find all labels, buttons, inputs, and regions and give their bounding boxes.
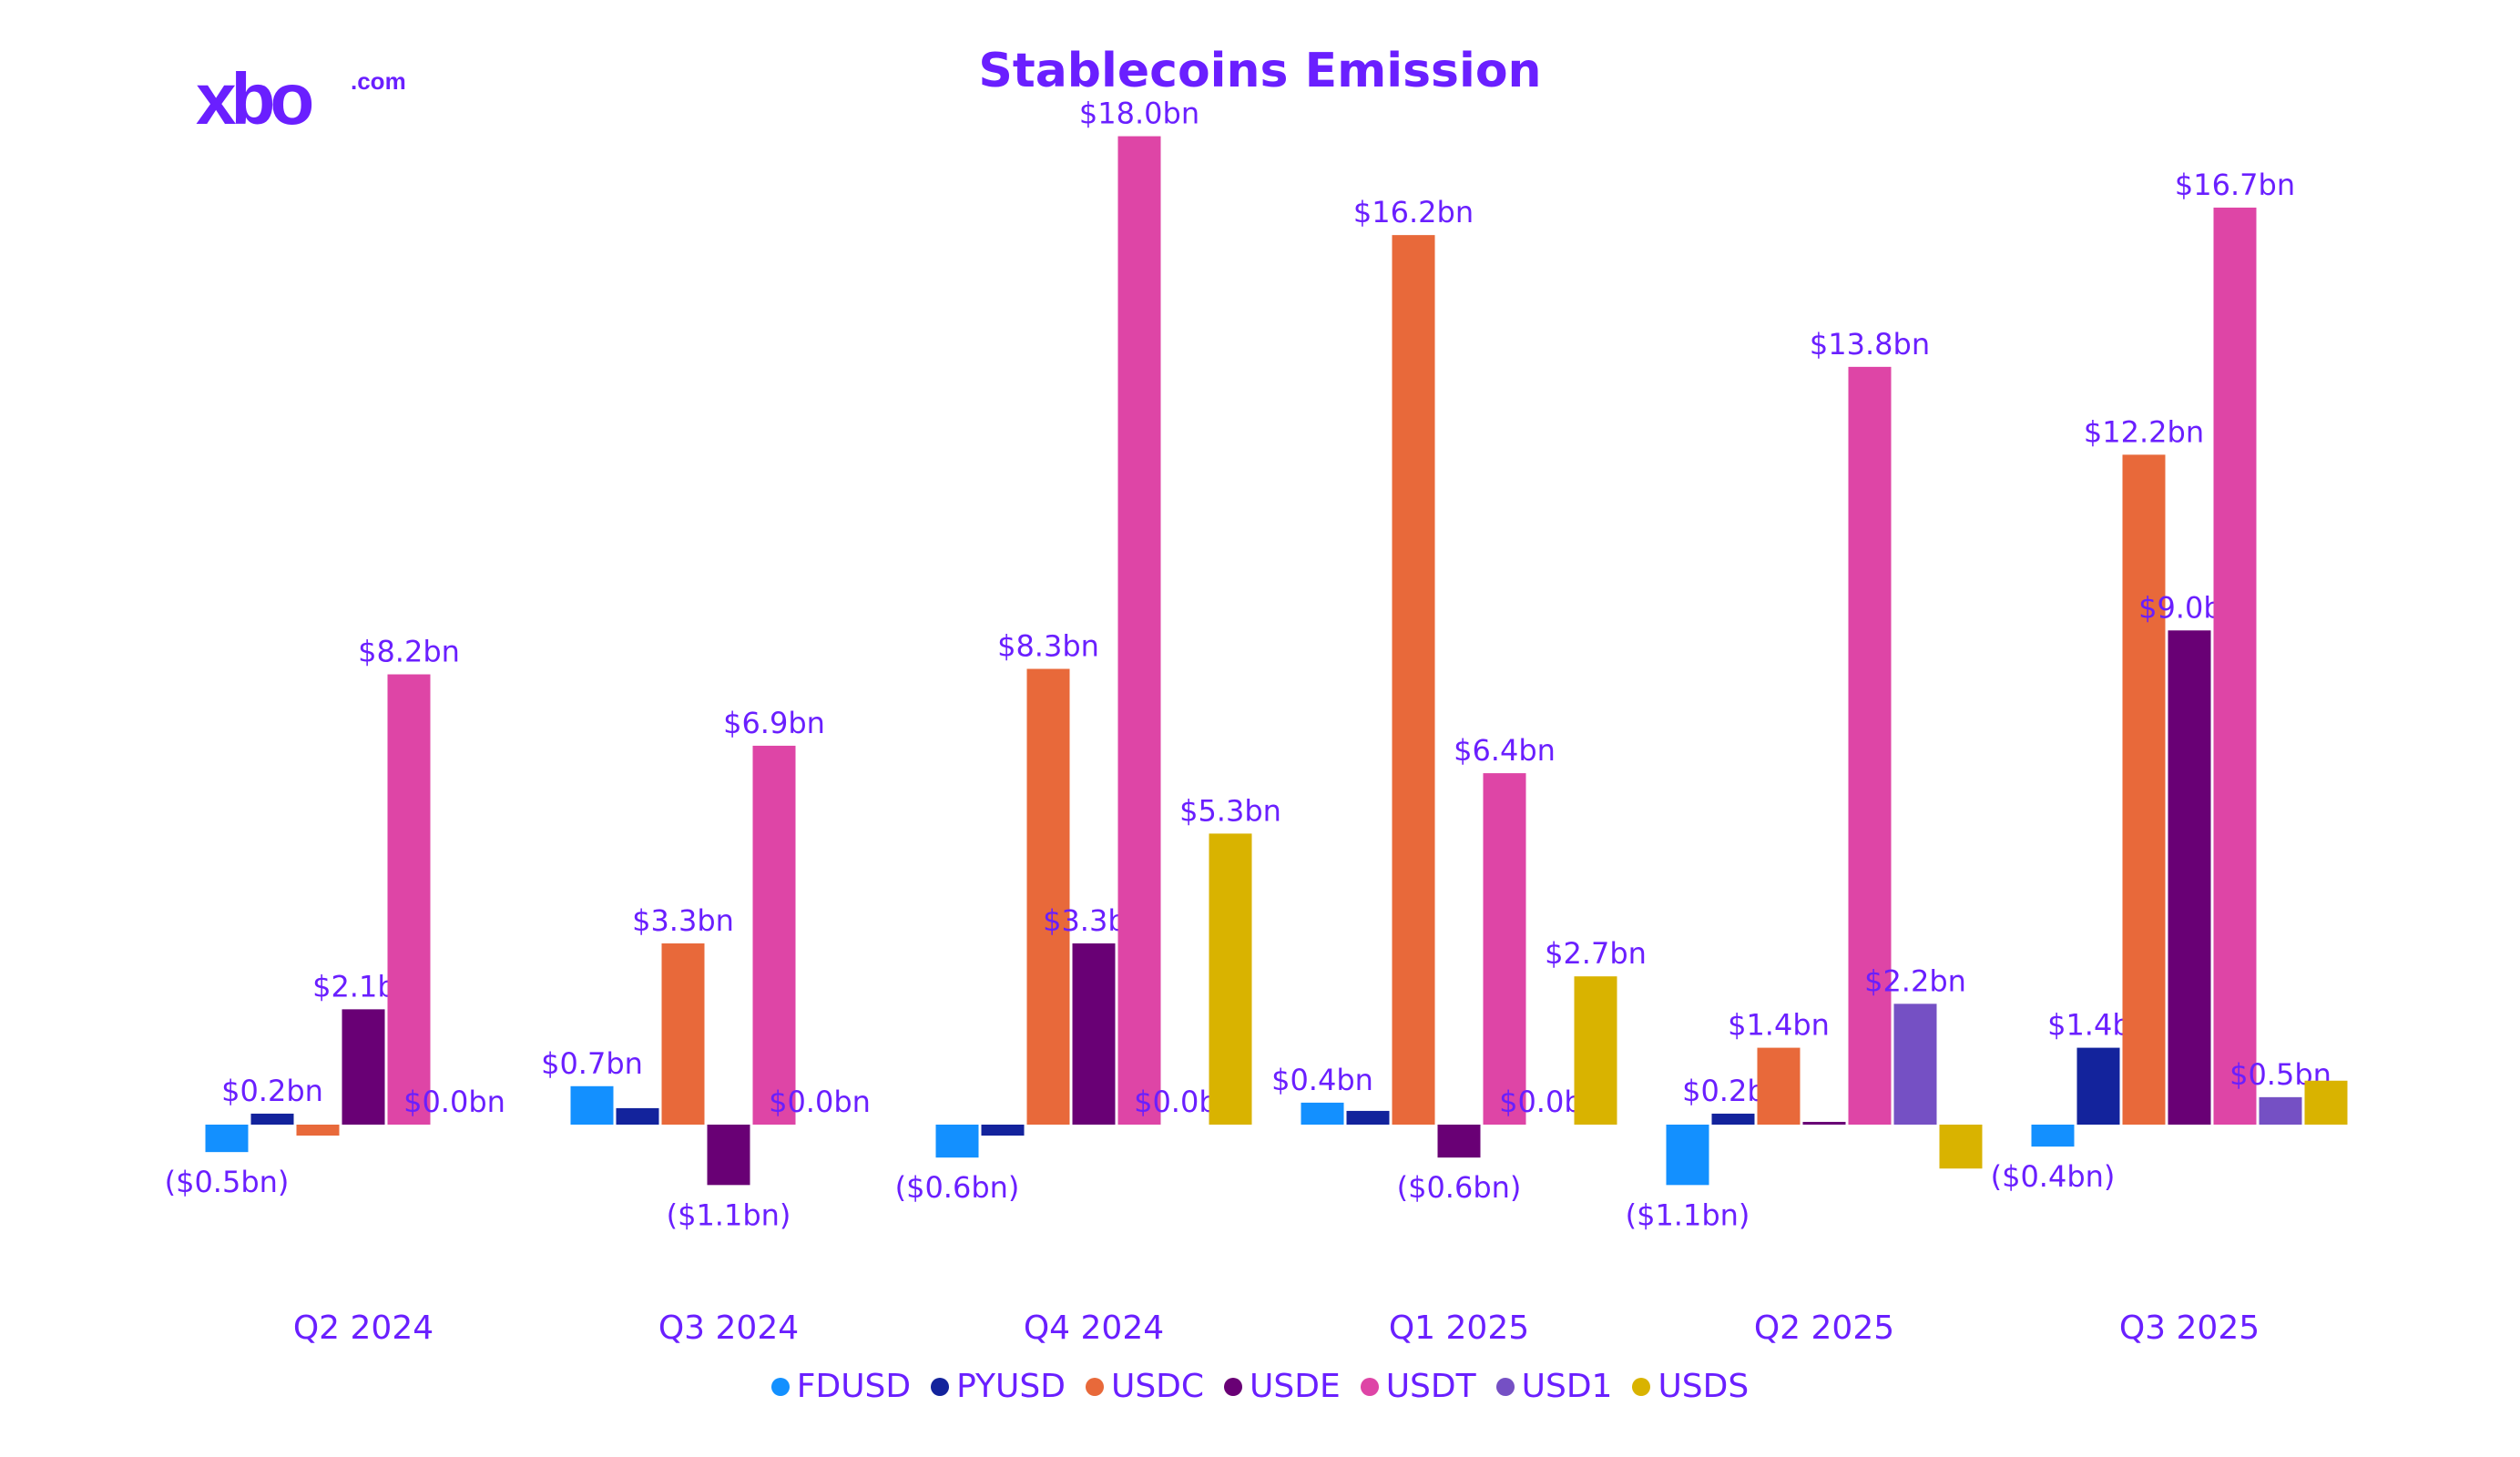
legend-item-usde: USDE bbox=[1224, 1368, 1341, 1405]
legend-item-usdt: USDT bbox=[1360, 1368, 1476, 1405]
svg-text:.com: .com bbox=[351, 67, 406, 95]
bar-usde-q3-2025 bbox=[2168, 630, 2211, 1125]
bar-pyusd-q2-2024 bbox=[250, 1113, 294, 1125]
legend-dot-icon bbox=[1085, 1377, 1104, 1396]
category-label: Q3 2025 bbox=[2119, 1309, 2260, 1347]
legend-item-usd1: USD1 bbox=[1495, 1368, 1613, 1405]
bar-fdusd-q3-2024 bbox=[570, 1085, 614, 1125]
legend-label: USDS bbox=[1658, 1368, 1750, 1405]
bar-pyusd-q3-2025 bbox=[2076, 1047, 2120, 1125]
legend-dot-icon bbox=[1495, 1377, 1515, 1396]
bar-usde-q2-2025 bbox=[1802, 1121, 1846, 1125]
data-label: $18.0bn bbox=[1079, 97, 1199, 131]
data-label: ($0.6bn) bbox=[1397, 1170, 1522, 1205]
bar-usdc-q1-2025 bbox=[1392, 235, 1435, 1125]
bar-usds-q2-2025 bbox=[1939, 1125, 1983, 1169]
bar-usd1-q2-2025 bbox=[1893, 1004, 1937, 1125]
data-label: $2.7bn bbox=[1545, 936, 1647, 971]
data-label: $2.2bn bbox=[1864, 963, 1966, 998]
bar-fdusd-q4-2024 bbox=[935, 1125, 979, 1158]
legend-label: USDE bbox=[1250, 1368, 1341, 1405]
legend-item-usdc: USDC bbox=[1085, 1368, 1205, 1405]
legend-label: USD1 bbox=[1521, 1368, 1613, 1405]
legend-dot-icon bbox=[931, 1377, 950, 1396]
data-label: $16.2bn bbox=[1353, 195, 1474, 229]
legend-dot-icon bbox=[1224, 1377, 1243, 1396]
legend-item-pyusd: PYUSD bbox=[931, 1368, 1066, 1405]
bar-usd1-q3-2025 bbox=[2259, 1096, 2302, 1125]
legend: FDUSD PYUSD USDC USDE USDT USD1 USDS bbox=[0, 1368, 2520, 1405]
legend-label: FDUSD bbox=[796, 1368, 912, 1405]
data-label: $3.3bn bbox=[632, 903, 734, 938]
bar-usdc-q2-2025 bbox=[1757, 1047, 1801, 1125]
bar-usdc-q4-2024 bbox=[1026, 668, 1070, 1125]
bar-usdc-q3-2025 bbox=[2122, 454, 2166, 1126]
chart-title: Stablecoins Emission bbox=[978, 44, 1542, 98]
data-label: $0.0bn bbox=[769, 1085, 871, 1119]
legend-dot-icon bbox=[1632, 1377, 1651, 1396]
bar-usdt-q2-2025 bbox=[1848, 366, 1892, 1125]
bar-usdt-q2-2024 bbox=[387, 674, 431, 1125]
data-label: ($0.4bn) bbox=[1991, 1159, 2116, 1194]
bar-usdt-q3-2025 bbox=[2213, 207, 2257, 1126]
data-label: $1.4bn bbox=[1728, 1008, 1830, 1043]
data-label: ($0.6bn) bbox=[895, 1170, 1020, 1205]
bar-usde-q3-2024 bbox=[707, 1125, 750, 1186]
category-label: Q3 2024 bbox=[658, 1309, 799, 1347]
bar-usde-q1-2025 bbox=[1437, 1125, 1481, 1158]
data-label: $5.3bn bbox=[1179, 793, 1281, 828]
data-label: $8.2bn bbox=[358, 635, 460, 669]
data-label: $12.2bn bbox=[2084, 414, 2204, 449]
xbo-logo: xbo .com bbox=[196, 62, 406, 135]
data-label: $0.7bn bbox=[541, 1046, 643, 1081]
bar-usde-q4-2024 bbox=[1072, 943, 1116, 1125]
legend-label: USDT bbox=[1385, 1368, 1476, 1405]
legend-dot-icon bbox=[1360, 1377, 1379, 1396]
legend-item-usds: USDS bbox=[1632, 1368, 1749, 1405]
bar-usde-q2-2024 bbox=[342, 1009, 385, 1125]
bar-pyusd-q3-2024 bbox=[616, 1107, 659, 1125]
data-label: $0.2bn bbox=[221, 1074, 323, 1108]
bar-usdc-q2-2024 bbox=[296, 1125, 340, 1136]
bar-pyusd-q4-2024 bbox=[981, 1125, 1025, 1136]
category-label: Q2 2025 bbox=[1754, 1309, 1894, 1347]
data-label: $6.4bn bbox=[1454, 733, 1556, 768]
legend-label: PYUSD bbox=[956, 1368, 1066, 1405]
data-label: $0.4bn bbox=[1271, 1063, 1373, 1097]
legend-item-fdusd: FDUSD bbox=[770, 1368, 912, 1405]
data-label: ($1.1bn) bbox=[667, 1197, 791, 1232]
data-label: $6.9bn bbox=[723, 706, 825, 740]
bar-usds-q4-2024 bbox=[1209, 833, 1252, 1125]
legend-dot-icon bbox=[770, 1377, 790, 1396]
bar-fdusd-q2-2025 bbox=[1666, 1125, 1709, 1186]
bar-fdusd-q3-2025 bbox=[2031, 1125, 2075, 1147]
bar-fdusd-q1-2025 bbox=[1301, 1102, 1344, 1125]
category-label: Q2 2024 bbox=[293, 1309, 434, 1347]
bar-usdt-q3-2024 bbox=[752, 745, 796, 1125]
data-label: $0.0bn bbox=[403, 1085, 505, 1119]
bar-pyusd-q1-2025 bbox=[1346, 1110, 1390, 1125]
category-label: Q1 2025 bbox=[1389, 1309, 1529, 1347]
data-label: ($0.5bn) bbox=[165, 1165, 290, 1199]
bar-usds-q1-2025 bbox=[1574, 976, 1617, 1125]
data-label: $8.3bn bbox=[997, 629, 1099, 664]
bar-usdt-q1-2025 bbox=[1483, 773, 1526, 1125]
svg-text:xbo: xbo bbox=[196, 62, 311, 135]
category-label: Q4 2024 bbox=[1024, 1309, 1164, 1347]
bar-fdusd-q2-2024 bbox=[205, 1125, 249, 1153]
bar-usdc-q3-2024 bbox=[661, 943, 705, 1125]
data-label: $16.7bn bbox=[2175, 168, 2295, 202]
data-label: ($1.1bn) bbox=[1626, 1197, 1750, 1232]
legend-label: USDC bbox=[1110, 1368, 1205, 1405]
bar-usds-q3-2025 bbox=[2304, 1080, 2348, 1125]
bar-usdt-q4-2024 bbox=[1117, 136, 1161, 1126]
bar-pyusd-q2-2025 bbox=[1711, 1113, 1755, 1125]
data-label: $13.8bn bbox=[1810, 327, 1930, 362]
